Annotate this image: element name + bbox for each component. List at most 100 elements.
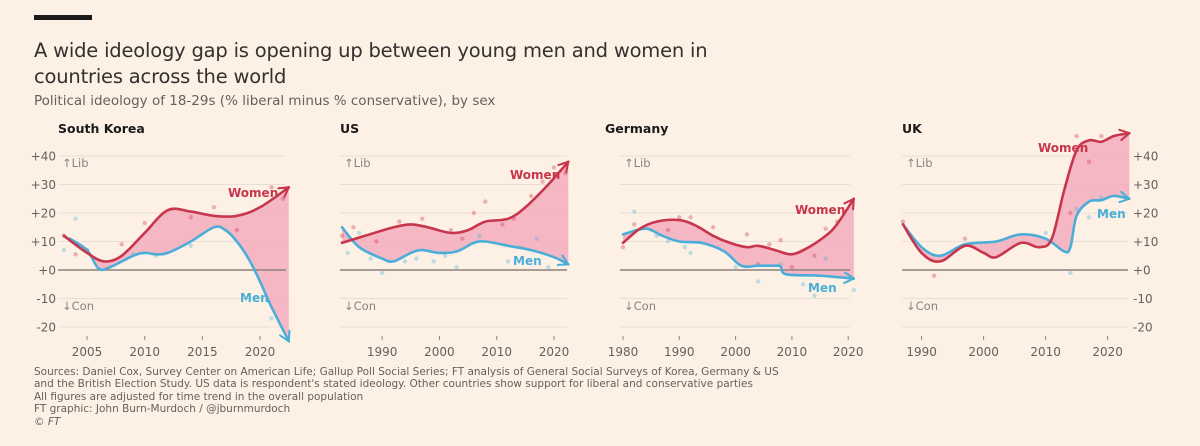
gap-area — [623, 198, 854, 279]
chart-title: A wide ideology gap is opening up betwee… — [34, 39, 708, 88]
gap-area — [342, 161, 569, 265]
women-point — [710, 225, 716, 230]
women-point — [471, 210, 476, 216]
women-point — [1086, 159, 1092, 164]
women-point — [900, 219, 906, 224]
x-tick-label: 1990 — [367, 345, 398, 359]
women-point — [119, 242, 124, 247]
x-tick-label: 2005 — [72, 345, 103, 359]
men-series-label: Men — [808, 281, 837, 295]
liberal-direction-label: ↑Lib — [624, 156, 651, 170]
men-trend-line — [340, 225, 570, 266]
men-point — [379, 270, 385, 276]
men-point — [1068, 270, 1073, 276]
panel-germany: Germany ↑Lib ↓Con 1980 1990 2000 2010 2020 Women… — [605, 121, 863, 359]
men-point — [800, 282, 806, 287]
men-series-label: Men — [240, 291, 269, 305]
panel-us: US ↑Lib ↓Con 1990 2000 2010 2020 Women Men — [339, 121, 570, 359]
y-tick-label: +0 — [38, 264, 56, 278]
women-point — [563, 170, 568, 176]
copyright-text: © FT — [34, 415, 61, 428]
women-point — [823, 226, 828, 231]
men-point — [1043, 230, 1048, 236]
liberal-direction-label: ↑Lib — [344, 156, 371, 170]
panel-title: South Korea — [58, 121, 145, 136]
women-point — [234, 227, 240, 233]
liberal-direction-label: ↑Lib — [906, 156, 933, 170]
women-point — [677, 215, 682, 220]
women-point — [1068, 210, 1073, 216]
men-point — [442, 253, 448, 258]
x-tick-label: 2010 — [481, 345, 512, 359]
women-point — [688, 215, 693, 220]
footer-note: All figures are adjusted for time trend … — [34, 390, 364, 403]
men-trend-line — [621, 227, 856, 285]
y-tick-label: +10 — [31, 235, 56, 249]
men-point — [823, 256, 828, 261]
women-point — [73, 252, 78, 257]
y-tick-label: -20 — [1133, 321, 1153, 335]
men-point — [1086, 215, 1092, 220]
men-point — [188, 243, 194, 248]
women-point — [500, 222, 505, 227]
men-point — [431, 259, 436, 264]
ft-header-bar — [34, 15, 92, 20]
men-point — [368, 256, 373, 261]
women-point — [767, 242, 772, 247]
women-point — [931, 273, 937, 278]
men-point — [61, 247, 67, 253]
x-tick-label: 1990 — [906, 345, 937, 359]
x-tick-label: 2010 — [1030, 345, 1061, 359]
x-tick-label: 2020 — [833, 345, 864, 359]
footer-sources: Sources: Daniel Cox, Survey Center on Am… — [34, 366, 779, 378]
men-point — [688, 250, 693, 256]
women-point — [540, 179, 545, 184]
x-tick-label: 2000 — [968, 345, 999, 359]
women-trend-line — [621, 197, 856, 256]
men-point — [755, 279, 761, 284]
y-tick-label: +40 — [31, 150, 56, 164]
women-point — [789, 264, 795, 270]
y-tick-label: -10 — [36, 292, 56, 306]
women-point — [1074, 133, 1079, 139]
y-tick-label: +20 — [1133, 207, 1158, 221]
footer-credit: FT graphic: John Burn-Murdoch / @jburnmu… — [34, 403, 291, 416]
panel-south-korea: South Korea+40 +30 +20 +10 +0 -10 -20 ↑Lib ↓Con 2… — [31, 121, 291, 359]
x-tick-label: 1990 — [664, 345, 695, 359]
women-point — [397, 219, 402, 224]
women-trend-line — [901, 128, 1131, 263]
x-tick-label: 2020 — [539, 345, 570, 359]
y-tick-label: +30 — [31, 178, 56, 192]
women-point — [280, 196, 286, 201]
x-tick-label: 1980 — [608, 345, 639, 359]
x-tick-label: 2010 — [129, 345, 160, 359]
y-tick-label: +20 — [31, 207, 56, 221]
panel-uk: UK +40 +30 +20 +10 +0 -10 -20 ↑Lib ↓Con 1990 2000 20… — [900, 121, 1158, 359]
gap-area — [903, 133, 1130, 262]
y-tick-label: -20 — [36, 321, 56, 335]
panel-title: Germany — [605, 121, 668, 136]
y-tick-label: -10 — [1133, 292, 1153, 306]
women-point — [211, 205, 217, 210]
men-point — [454, 264, 459, 270]
women-point — [962, 236, 968, 241]
women-point — [188, 215, 194, 220]
x-tick-label: 2020 — [1092, 345, 1123, 359]
men-point — [812, 293, 817, 298]
men-trend-line — [901, 190, 1131, 258]
gap-area — [64, 187, 289, 342]
men-point — [1074, 206, 1079, 211]
men-point — [356, 230, 362, 236]
conservative-direction-label: ↓Con — [62, 299, 94, 313]
men-point — [546, 264, 551, 270]
y-tick-label: +30 — [1133, 178, 1158, 192]
women-point — [812, 253, 817, 258]
women-point — [339, 233, 345, 238]
men-point — [682, 245, 688, 250]
men-point — [632, 209, 637, 214]
x-tick-label: 2000 — [720, 345, 751, 359]
footer-copyright: © FT — [34, 416, 779, 428]
panel-title: US — [340, 121, 359, 136]
x-tick-label: 2015 — [187, 345, 218, 359]
